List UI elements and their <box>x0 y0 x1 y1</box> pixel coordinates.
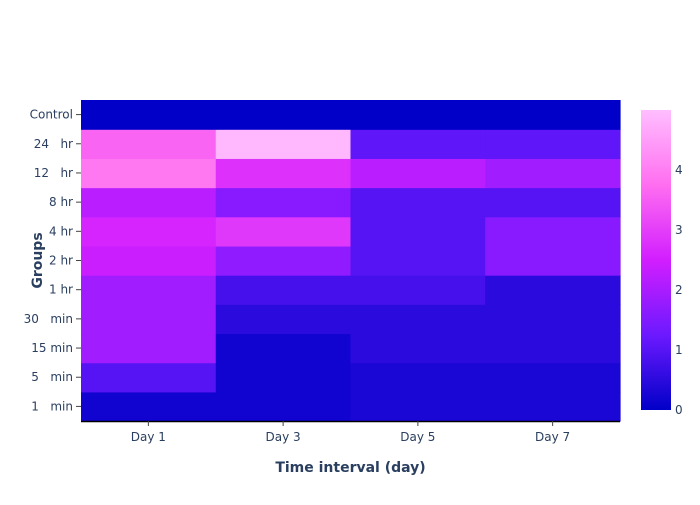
y-tick-labels: 1 min 5 min 15 min 30 min 1 hr 2 hr 4 hr 8 hr 12… <box>24 108 81 413</box>
heatmap-cell <box>81 333 217 364</box>
y-tick-label: 12 hr <box>34 166 73 180</box>
y-tick-label: 1 min <box>31 399 73 413</box>
colorbar-tick-label: 3 <box>675 223 683 237</box>
heatmap-cell <box>350 245 486 276</box>
x-tick-label: Day 3 <box>266 430 301 444</box>
colorbar-tick-label: 2 <box>675 283 683 297</box>
heatmap-cell <box>485 362 621 393</box>
heatmap-cell <box>485 304 621 335</box>
y-tick-label: Control <box>30 108 73 122</box>
heatmap-cell <box>81 158 217 189</box>
heatmap-cell <box>485 275 621 305</box>
heatmap-cell <box>485 216 621 247</box>
x-tick-label: Day 5 <box>400 430 435 444</box>
heatmap-cell <box>215 100 352 130</box>
y-tick-label: 30 min <box>24 312 73 326</box>
colorbar-tick-label: 0 <box>675 403 683 417</box>
heatmap-cell <box>485 129 621 159</box>
x-tick-label: Day 7 <box>535 430 570 444</box>
y-axis-title: Groups <box>30 232 46 288</box>
y-tick-label: 4 hr <box>49 224 73 238</box>
heatmap-cell <box>350 333 486 364</box>
heatmap-cell <box>81 216 217 247</box>
heatmap-cell <box>350 100 486 130</box>
heatmap-cell <box>350 216 486 247</box>
y-tick-label: 8 hr <box>49 195 73 209</box>
heatmap-cell <box>81 245 217 276</box>
colorbar-ticks: 0 1 2 3 4 <box>675 163 683 417</box>
x-tick-labels: Day 1 Day 3 Day 5 Day 7 <box>131 421 570 444</box>
heatmap-cell <box>81 187 217 218</box>
heatmap-cell <box>215 245 352 276</box>
y-tick-label: 24 hr <box>34 137 73 151</box>
heatmap-cell <box>485 158 621 189</box>
heatmap-cell <box>81 391 217 422</box>
heatmap-cell <box>215 304 352 335</box>
x-axis-title: Time interval (day) <box>275 460 425 476</box>
heatmap-cell <box>215 333 352 364</box>
heatmap-cell <box>81 275 217 305</box>
colorbar <box>641 110 671 410</box>
y-tick-label: 15 min <box>31 341 73 355</box>
heatmap-cell <box>215 391 352 422</box>
heatmap-cell <box>350 362 486 393</box>
heatmap-cell <box>215 187 352 218</box>
heatmap-cell <box>350 158 486 189</box>
heatmap-cell <box>485 187 621 218</box>
y-tick-label: 5 min <box>31 370 73 384</box>
heatmap-cell <box>350 187 486 218</box>
heatmap-cell <box>350 129 486 159</box>
heatmap-cells <box>81 100 621 422</box>
heatmap-cell <box>215 216 352 247</box>
heatmap-cell <box>485 100 621 130</box>
heatmap-cell <box>485 391 621 422</box>
heatmap-cell <box>215 362 352 393</box>
heatmap-cell <box>485 245 621 276</box>
colorbar-tick-label: 4 <box>675 163 683 177</box>
heatmap-cell <box>350 391 486 422</box>
x-tick-label: Day 1 <box>131 430 166 444</box>
heatmap-cell <box>81 362 217 393</box>
heatmap-cell <box>350 275 486 305</box>
heatmap-cell <box>350 304 486 335</box>
heatmap-cell <box>81 304 217 335</box>
heatmap-cell <box>81 100 217 130</box>
heatmap-cell <box>215 129 352 159</box>
heatmap-cell <box>485 333 621 364</box>
heatmap-cell <box>215 158 352 189</box>
heatmap-cell <box>81 129 217 159</box>
heatmap-cell <box>215 275 352 305</box>
y-tick-label: 2 hr <box>49 254 73 268</box>
y-tick-label: 1 hr <box>49 283 73 297</box>
colorbar-tick-label: 1 <box>675 343 683 357</box>
